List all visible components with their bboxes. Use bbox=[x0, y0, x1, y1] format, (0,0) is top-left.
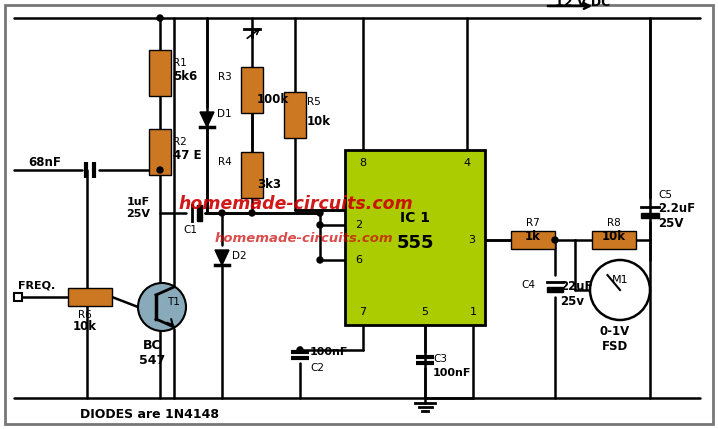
Text: 7: 7 bbox=[360, 307, 367, 317]
Text: R6: R6 bbox=[78, 310, 92, 320]
Text: homemade-circuits.com: homemade-circuits.com bbox=[178, 195, 413, 213]
Text: C2: C2 bbox=[310, 363, 324, 373]
Polygon shape bbox=[200, 112, 214, 127]
Text: 10k: 10k bbox=[602, 230, 626, 243]
Circle shape bbox=[297, 347, 303, 353]
Circle shape bbox=[157, 15, 163, 21]
Circle shape bbox=[317, 222, 323, 228]
Bar bbox=[547, 287, 563, 292]
Text: R8: R8 bbox=[607, 218, 621, 228]
Text: R2: R2 bbox=[173, 137, 187, 147]
Text: 5k6: 5k6 bbox=[173, 70, 197, 83]
Circle shape bbox=[157, 167, 163, 173]
Text: 2: 2 bbox=[355, 220, 362, 230]
Text: C1: C1 bbox=[183, 225, 197, 235]
Text: DIODES are 1N4148: DIODES are 1N4148 bbox=[80, 408, 219, 421]
Circle shape bbox=[219, 210, 225, 216]
Bar bbox=[511, 231, 555, 249]
Text: 8: 8 bbox=[360, 158, 367, 168]
Bar bbox=[641, 212, 659, 218]
Text: 3k3: 3k3 bbox=[257, 178, 281, 191]
Bar bbox=[149, 129, 171, 175]
Text: 0-1V
FSD: 0-1V FSD bbox=[600, 325, 630, 353]
Text: 12 V DC: 12 V DC bbox=[555, 0, 610, 9]
Bar bbox=[284, 92, 306, 138]
Text: 2.2uF
25V: 2.2uF 25V bbox=[658, 202, 695, 230]
Text: R5: R5 bbox=[307, 97, 321, 107]
Text: BC
547: BC 547 bbox=[139, 339, 165, 367]
Text: R4: R4 bbox=[218, 157, 232, 167]
Circle shape bbox=[317, 210, 323, 216]
Text: M1: M1 bbox=[612, 275, 628, 285]
Text: D1: D1 bbox=[217, 109, 232, 119]
Text: 68nF: 68nF bbox=[28, 156, 61, 169]
Bar bbox=[68, 288, 112, 306]
Text: R3: R3 bbox=[218, 72, 232, 82]
Bar bbox=[345, 150, 485, 325]
Text: 47 E: 47 E bbox=[173, 149, 202, 162]
Text: 1uF
25V: 1uF 25V bbox=[126, 197, 150, 219]
Text: 1: 1 bbox=[470, 307, 477, 317]
Text: R7: R7 bbox=[526, 218, 540, 228]
Text: 10k: 10k bbox=[73, 320, 97, 333]
Bar bbox=[241, 67, 263, 113]
Text: FREQ.: FREQ. bbox=[18, 280, 55, 290]
Text: D2: D2 bbox=[232, 251, 246, 261]
Text: C4: C4 bbox=[521, 280, 535, 290]
Bar bbox=[149, 50, 171, 96]
Bar bbox=[241, 152, 263, 198]
Circle shape bbox=[590, 260, 650, 320]
Text: 100k: 100k bbox=[257, 93, 289, 106]
Text: 555: 555 bbox=[396, 233, 434, 251]
Bar bbox=[14, 293, 22, 301]
Circle shape bbox=[249, 210, 255, 216]
Text: 10k: 10k bbox=[307, 115, 331, 128]
Circle shape bbox=[317, 257, 323, 263]
Bar bbox=[197, 205, 202, 221]
Polygon shape bbox=[215, 250, 229, 265]
Text: 5: 5 bbox=[421, 307, 429, 317]
Circle shape bbox=[552, 237, 558, 243]
Bar bbox=[592, 231, 636, 249]
Text: 1k: 1k bbox=[525, 230, 541, 243]
Text: 100nF: 100nF bbox=[433, 368, 472, 378]
Text: 22uF
25v: 22uF 25v bbox=[560, 280, 592, 308]
Text: C5: C5 bbox=[658, 190, 672, 200]
Text: 100nF: 100nF bbox=[310, 347, 348, 357]
Text: 3: 3 bbox=[468, 235, 475, 245]
Text: C3: C3 bbox=[433, 354, 447, 364]
Text: IC 1: IC 1 bbox=[400, 211, 430, 224]
Text: 6: 6 bbox=[355, 255, 362, 265]
Text: R1: R1 bbox=[173, 58, 187, 68]
Text: 4: 4 bbox=[463, 158, 470, 168]
Text: homemade-circuits.com: homemade-circuits.com bbox=[215, 232, 393, 245]
Circle shape bbox=[138, 283, 186, 331]
Text: T1: T1 bbox=[167, 297, 180, 307]
